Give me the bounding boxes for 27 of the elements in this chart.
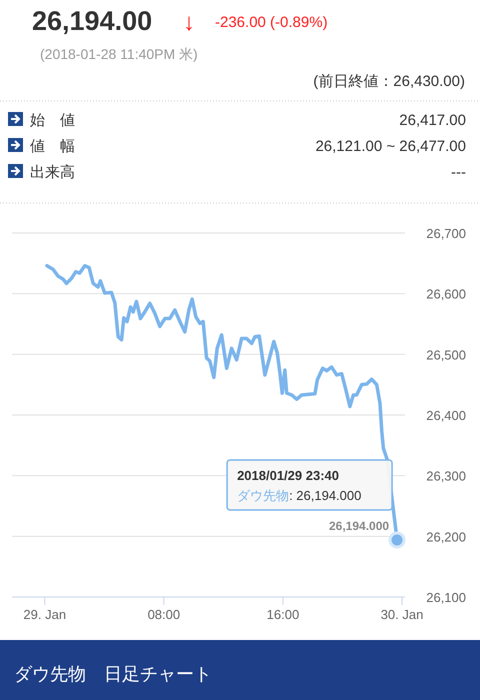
y-tick-label: 26,700 bbox=[426, 226, 466, 241]
x-tick-label: 16:00 bbox=[266, 607, 300, 622]
y-tick-label: 26,300 bbox=[426, 468, 466, 484]
annotation: 2018/01/29 23:40 bbox=[237, 468, 340, 483]
y-tick-label: 26,500 bbox=[426, 347, 466, 362]
y-tick-label: 26,100 bbox=[426, 590, 466, 605]
text: --- bbox=[451, 164, 466, 181]
annotation: : 26,194.000 bbox=[289, 488, 362, 503]
text: (前日終値：26,430.00) bbox=[313, 73, 465, 90]
text: 26,121.00 ~ 26,477.00 bbox=[315, 138, 466, 155]
x-tick-label: 29. Jan bbox=[23, 607, 66, 622]
x-tick-label: 30. Jan bbox=[380, 607, 424, 622]
text: ↓ bbox=[183, 9, 195, 36]
y-tick-label: 26,400 bbox=[426, 408, 466, 423]
text: ダウ先物 日足チャート bbox=[14, 664, 212, 684]
text: 始 値 bbox=[30, 112, 75, 129]
text: 26,417.00 bbox=[399, 112, 466, 129]
x-tick-label: 08:00 bbox=[148, 607, 180, 622]
text: 26,194.00 bbox=[32, 6, 152, 36]
text: 出来高 bbox=[30, 164, 75, 181]
text: ダウ先物 bbox=[237, 488, 290, 503]
y-tick-label: 26,600 bbox=[426, 286, 466, 302]
text: 値 幅 bbox=[30, 138, 75, 155]
y-tick-label: 26,200 bbox=[426, 529, 466, 544]
text: -236.00 (-0.89%) bbox=[215, 14, 328, 31]
annotation: 26,194.000 bbox=[329, 518, 390, 533]
text: (2018-01-28 11:40PM 米) bbox=[40, 46, 198, 62]
